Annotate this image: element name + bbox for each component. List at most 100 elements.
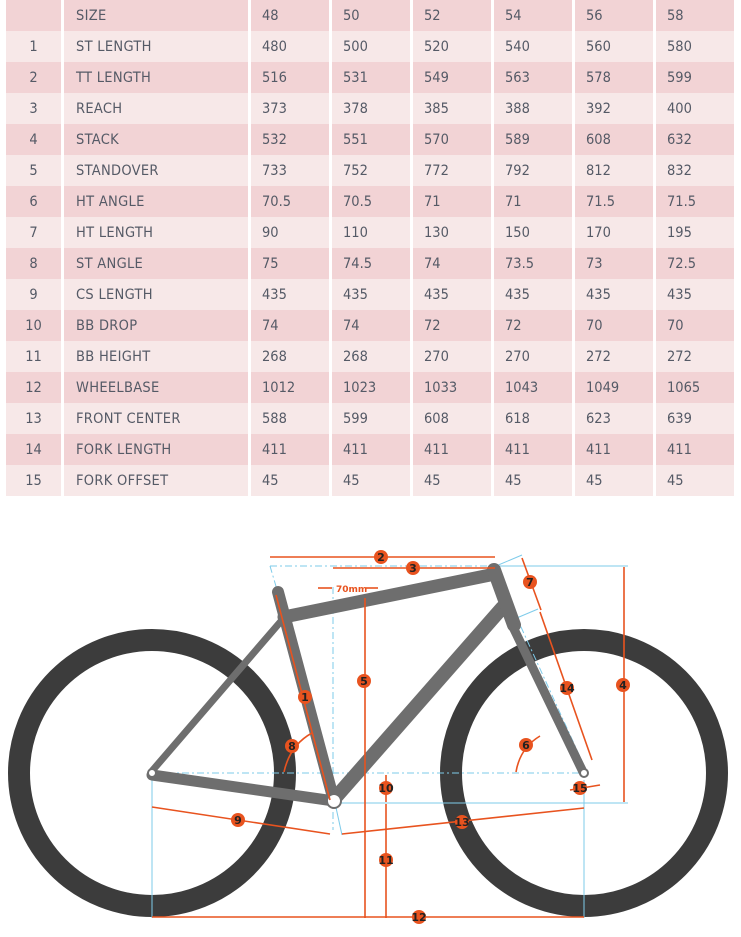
row-number: 13 — [6, 403, 61, 434]
dimension-badge-13: 13 — [454, 815, 470, 829]
cell-value: 435 — [413, 279, 491, 310]
reference-lines — [151, 554, 628, 918]
dimension-badge-2: 2 — [374, 550, 388, 564]
cell-value: 549 — [413, 62, 491, 93]
cell-value: 45 — [656, 465, 734, 496]
table-header: SIZE 48 50 52 54 56 58 — [6, 0, 734, 31]
row-number: 12 — [6, 372, 61, 403]
cell-value: 70.5 — [251, 186, 329, 217]
table-row: 4 STACK 532 551 570 589 608 632 — [6, 124, 734, 155]
cell-value: 268 — [251, 341, 329, 372]
row-label: HT ANGLE — [64, 186, 248, 217]
cell-value: 400 — [656, 93, 734, 124]
cell-value: 70 — [575, 310, 653, 341]
dimension-badge-7: 7 — [523, 575, 537, 589]
svg-text:9: 9 — [234, 814, 242, 827]
dimension-badge-15: 15 — [572, 781, 588, 795]
header-size-52: 52 — [413, 0, 491, 31]
cell-value: 516 — [251, 62, 329, 93]
cell-value: 435 — [251, 279, 329, 310]
dimension-badge-10: 10 — [378, 781, 394, 795]
svg-text:1: 1 — [301, 691, 309, 704]
cell-value: 411 — [575, 434, 653, 465]
cell-value: 623 — [575, 403, 653, 434]
dimension-badge-3: 3 — [406, 561, 420, 575]
cell-value: 74.5 — [332, 248, 410, 279]
row-label: CS LENGTH — [64, 279, 248, 310]
row-number: 5 — [6, 155, 61, 186]
row-number: 11 — [6, 341, 61, 372]
cell-value: 270 — [413, 341, 491, 372]
table-row: 12 WHEELBASE 1012 1023 1033 1043 1049 1065 — [6, 372, 734, 403]
cell-value: 73 — [575, 248, 653, 279]
table-row: 15 FORK OFFSET 45 45 45 45 45 45 — [6, 465, 734, 496]
cell-value: 74 — [413, 248, 491, 279]
cell-value: 270 — [494, 341, 572, 372]
cell-value: 73.5 — [494, 248, 572, 279]
table-row: 11 BB HEIGHT 268 268 270 270 272 272 — [6, 341, 734, 372]
row-number: 8 — [6, 248, 61, 279]
row-number: 4 — [6, 124, 61, 155]
cell-value: 589 — [494, 124, 572, 155]
cell-value: 388 — [494, 93, 572, 124]
row-label: ST LENGTH — [64, 31, 248, 62]
svg-text:14: 14 — [559, 682, 575, 695]
cell-value: 272 — [575, 341, 653, 372]
row-number: 2 — [6, 62, 61, 93]
cell-value: 752 — [332, 155, 410, 186]
cell-value: 632 — [656, 124, 734, 155]
dimension-badge-9: 9 — [231, 813, 245, 827]
row-label: BB DROP — [64, 310, 248, 341]
row-number: 3 — [6, 93, 61, 124]
header-size-56: 56 — [575, 0, 653, 31]
cell-value: 639 — [656, 403, 734, 434]
offset-label: 70mm — [336, 585, 367, 595]
cell-value: 500 — [332, 31, 410, 62]
cell-value: 268 — [332, 341, 410, 372]
table-row: 1 ST LENGTH 480 500 520 540 560 580 — [6, 31, 734, 62]
cell-value: 1012 — [251, 372, 329, 403]
cell-value: 599 — [332, 403, 410, 434]
row-label: FORK LENGTH — [64, 434, 248, 465]
header-size-58: 58 — [656, 0, 734, 31]
table-row: 5 STANDOVER 733 752 772 792 812 832 — [6, 155, 734, 186]
row-label: STACK — [64, 124, 248, 155]
svg-text:13: 13 — [454, 816, 469, 829]
cell-value: 170 — [575, 217, 653, 248]
cell-value: 618 — [494, 403, 572, 434]
cell-value: 90 — [251, 217, 329, 248]
row-number: 14 — [6, 434, 61, 465]
cell-value: 608 — [575, 124, 653, 155]
cell-value: 480 — [251, 31, 329, 62]
cell-value: 72 — [413, 310, 491, 341]
cell-value: 792 — [494, 155, 572, 186]
svg-text:2: 2 — [377, 551, 385, 564]
header-size-50: 50 — [332, 0, 410, 31]
header-size-label: SIZE — [64, 0, 248, 31]
cell-value: 832 — [656, 155, 734, 186]
row-label: FORK OFFSET — [64, 465, 248, 496]
dimension-badge-14: 14 — [559, 681, 575, 695]
row-number: 10 — [6, 310, 61, 341]
cell-value: 70.5 — [332, 186, 410, 217]
cell-value: 71 — [494, 186, 572, 217]
row-label: TT LENGTH — [64, 62, 248, 93]
cell-value: 588 — [251, 403, 329, 434]
cell-value: 71 — [413, 186, 491, 217]
cell-value: 599 — [656, 62, 734, 93]
cell-value: 560 — [575, 31, 653, 62]
cell-value: 70 — [656, 310, 734, 341]
header-size-54: 54 — [494, 0, 572, 31]
dimension-badge-8: 8 — [285, 739, 299, 753]
cell-value: 71.5 — [575, 186, 653, 217]
row-number: 15 — [6, 465, 61, 496]
dimension-badge-6: 6 — [519, 738, 533, 752]
svg-text:12: 12 — [411, 911, 426, 924]
dimension-badge-11: 11 — [378, 853, 394, 867]
cell-value: 540 — [494, 31, 572, 62]
dimension-badge-12: 12 — [411, 910, 427, 924]
cell-value: 580 — [656, 31, 734, 62]
header-size-48: 48 — [251, 0, 329, 31]
cell-value: 45 — [494, 465, 572, 496]
